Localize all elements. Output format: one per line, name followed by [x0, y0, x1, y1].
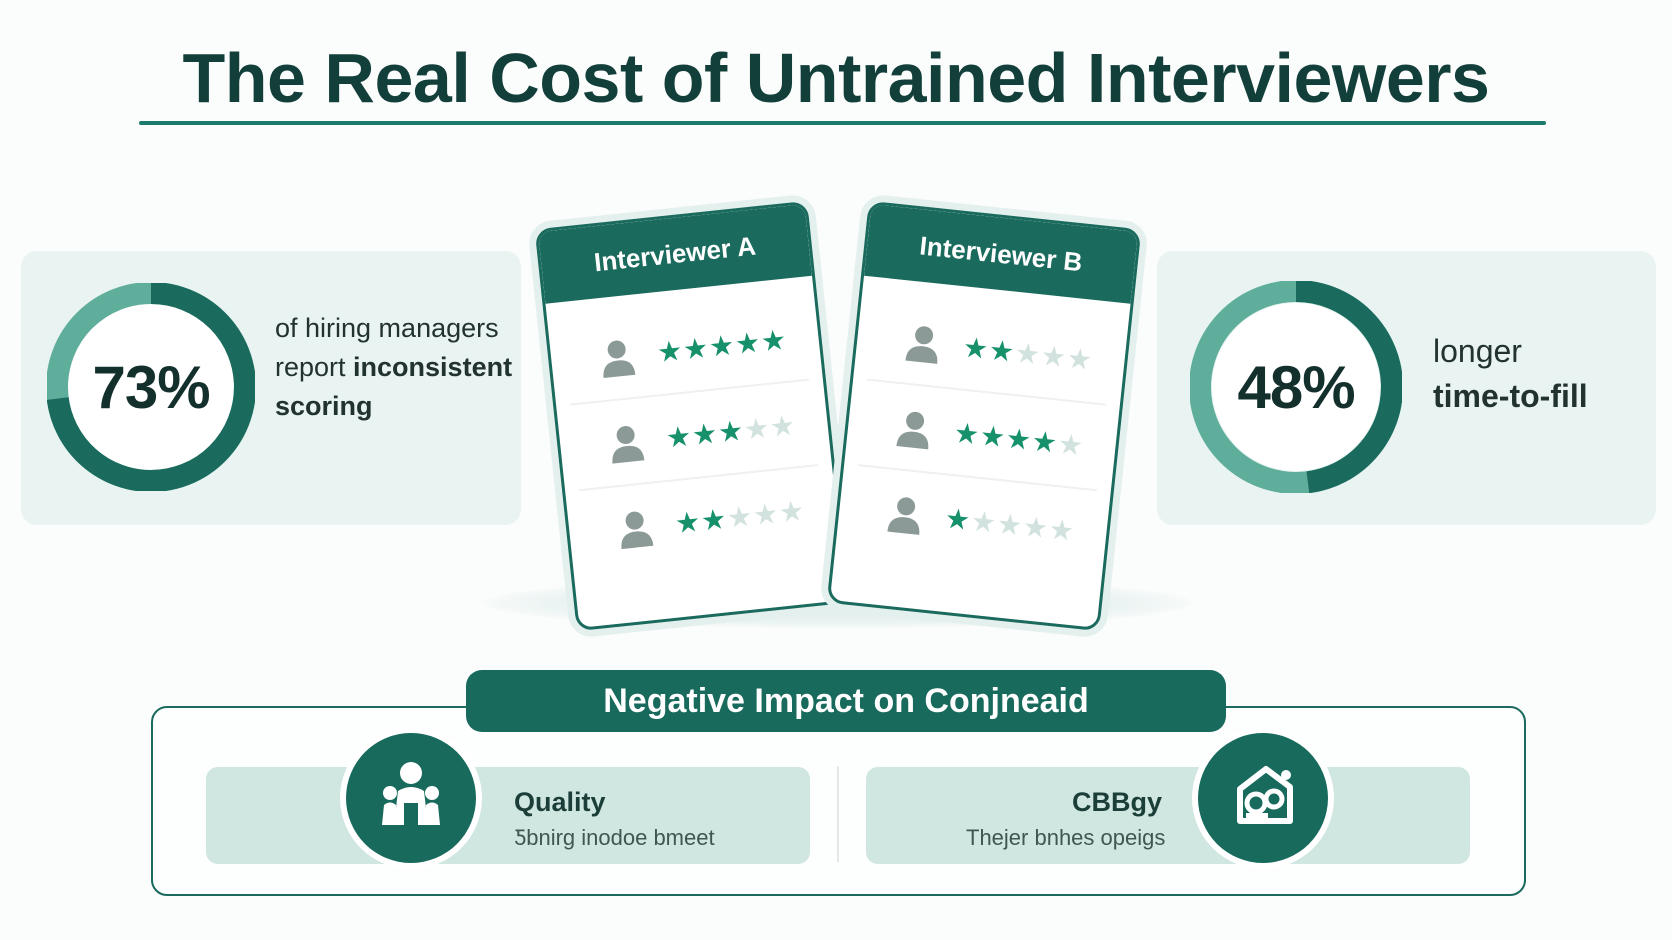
- impact-divider: [837, 766, 839, 862]
- impact-card-quality: Quality Ƽbnirg inodoe bmeet: [206, 767, 810, 864]
- stat-line: time-to-fill: [1433, 374, 1588, 419]
- stat-text-bold: inconsistent: [353, 352, 513, 382]
- person-icon: [881, 489, 929, 537]
- stat-text-bold: scoring: [275, 391, 373, 421]
- star-filled-icon: ★: [655, 334, 685, 368]
- house-icon: [1198, 733, 1328, 863]
- person-icon: [890, 404, 938, 452]
- impact-subtitle: Thejer bnhes opeigs: [966, 825, 1166, 850]
- impact-banner: Negative Impact on Conjneaid: [466, 670, 1226, 732]
- donut-chart-73: 73%: [47, 283, 255, 491]
- donut-ring: [1190, 281, 1402, 493]
- star-empty-icon: ★: [1013, 336, 1043, 371]
- donut-ring: [47, 283, 255, 491]
- star-filled-icon: ★: [978, 419, 1008, 453]
- star-empty-icon: ★: [725, 499, 755, 534]
- star-filled-icon: ★: [673, 505, 703, 539]
- rating-row: ★★★★★: [561, 295, 809, 406]
- star-rating: ★★★★★: [673, 493, 807, 539]
- star-empty-icon: ★: [742, 411, 772, 446]
- rating-row: ★★★★★: [579, 466, 826, 575]
- impact-title: Quality: [514, 787, 606, 817]
- star-empty-icon: ★: [1047, 512, 1077, 547]
- star-filled-icon: ★: [664, 419, 694, 454]
- star-filled-icon: ★: [707, 328, 737, 363]
- star-filled-icon: ★: [699, 502, 729, 537]
- star-rating: ★★★★★: [655, 322, 789, 368]
- star-filled-icon: ★: [690, 416, 720, 451]
- star-filled-icon: ★: [1030, 424, 1060, 459]
- person-icon: [593, 332, 641, 380]
- star-rating: ★★★★★: [664, 408, 798, 454]
- stat-text-bold: time-to-fill: [1433, 378, 1588, 414]
- rating-row: ★★★★★: [570, 380, 818, 492]
- stat-text-plain: report: [275, 352, 354, 382]
- impact-title: CBBgy: [1072, 787, 1163, 817]
- rating-row: ★★★★★: [867, 295, 1115, 406]
- star-filled-icon: ★: [943, 502, 973, 536]
- star-empty-icon: ★: [1056, 427, 1086, 462]
- interviewer-a-card: Interviewer A ★★★★★ ★★★★★ ★★★★★: [534, 200, 850, 632]
- star-filled-icon: ★: [961, 331, 991, 365]
- stat-value: 48%: [1237, 353, 1355, 421]
- stat-line: scoring: [275, 387, 512, 426]
- star-filled-icon: ★: [759, 323, 789, 357]
- star-empty-icon: ★: [1039, 339, 1069, 373]
- rating-list: ★★★★★ ★★★★★ ★★★★★: [835, 294, 1128, 577]
- star-empty-icon: ★: [768, 408, 798, 443]
- stat-description: of hiring managers report inconsistent s…: [275, 309, 512, 426]
- star-empty-icon: ★: [1021, 510, 1051, 544]
- star-empty-icon: ★: [995, 507, 1025, 542]
- card-title: Interviewer B: [864, 204, 1139, 304]
- stat-panel-inconsistent-scoring: 73% of hiring managers report inconsiste…: [21, 251, 521, 525]
- person-icon: [899, 318, 947, 366]
- rating-row: ★★★★★: [849, 466, 1096, 575]
- people-icon: [346, 733, 476, 863]
- impact-card-second: CBBgy Thejer bnhes opeigs: [866, 767, 1470, 864]
- stat-line: report inconsistent: [275, 348, 512, 387]
- star-filled-icon: ★: [681, 331, 711, 365]
- star-empty-icon: ★: [1065, 341, 1095, 376]
- star-empty-icon: ★: [751, 497, 781, 531]
- star-empty-icon: ★: [969, 504, 999, 539]
- donut-chart-48: 48%: [1190, 281, 1402, 493]
- person-icon: [611, 503, 659, 551]
- star-filled-icon: ★: [1004, 422, 1034, 456]
- star-rating: ★★★★★: [961, 330, 1095, 376]
- interviewer-b-card: Interviewer B ★★★★★ ★★★★★ ★★★★★: [826, 200, 1142, 632]
- rating-list: ★★★★★ ★★★★★ ★★★★★: [547, 294, 840, 577]
- stat-line: of hiring managers: [275, 313, 499, 343]
- star-filled-icon: ★: [987, 333, 1017, 368]
- star-rating: ★★★★★: [943, 501, 1077, 547]
- stat-description: longer time-to-fill: [1433, 329, 1588, 419]
- star-filled-icon: ★: [716, 414, 746, 448]
- page-title: The Real Cost of Untrained Interviewers: [182, 39, 1490, 117]
- person-icon: [602, 418, 650, 466]
- stat-line: longer: [1433, 333, 1522, 369]
- star-rating: ★★★★★: [952, 416, 1086, 462]
- impact-subtitle: Ƽbnirg inodoe bmeet: [514, 825, 715, 850]
- stat-value: 73%: [92, 353, 210, 421]
- star-empty-icon: ★: [777, 494, 807, 528]
- star-filled-icon: ★: [733, 325, 763, 360]
- title-underline: [139, 121, 1546, 125]
- star-filled-icon: ★: [952, 416, 982, 451]
- card-title: Interviewer A: [537, 204, 812, 304]
- rating-row: ★★★★★: [858, 380, 1106, 492]
- stat-panel-time-to-fill: 48% longer time-to-fill: [1157, 251, 1656, 525]
